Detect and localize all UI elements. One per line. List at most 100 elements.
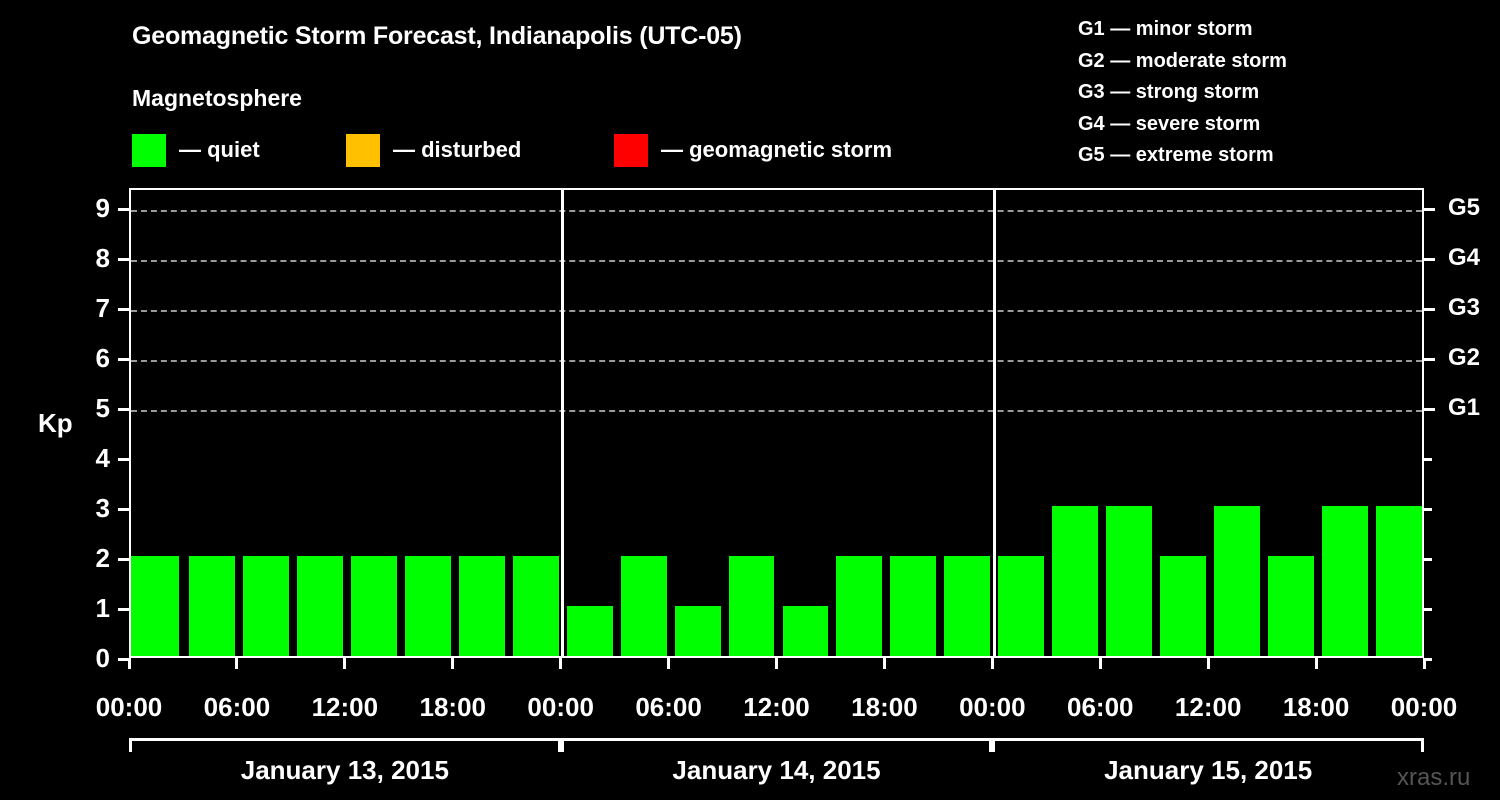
bar-kp[interactable] xyxy=(512,556,559,656)
magnetosphere-heading: Magnetosphere xyxy=(132,85,302,111)
x-tick-label-6: 12:00 xyxy=(743,692,810,722)
bar-kp[interactable] xyxy=(1268,556,1315,656)
x-tick-mark-6 xyxy=(775,658,778,669)
right-tick-mark-kp-1 xyxy=(1424,608,1432,611)
x-tick-label-9: 06:00 xyxy=(1067,692,1134,722)
bar-kp[interactable] xyxy=(350,556,397,656)
y-tick-label-1: 1 xyxy=(95,593,110,623)
bar-kp[interactable] xyxy=(242,556,289,656)
day-bracket-2 xyxy=(560,738,993,752)
legend-label-storm: — geomagnetic storm xyxy=(661,137,893,162)
gridline-kp-6 xyxy=(131,360,1422,362)
bar-kp[interactable] xyxy=(188,556,235,656)
y-tick-label-6: 6 xyxy=(95,343,110,373)
y-tick-mark-1 xyxy=(118,608,129,611)
bar-kp[interactable] xyxy=(296,556,343,656)
x-tick-label-4: 00:00 xyxy=(527,692,594,722)
page-title: Geomagnetic Storm Forecast, Indianapolis… xyxy=(132,22,742,50)
g-scale-row-g1: G1 — minor storm xyxy=(1078,18,1253,40)
x-tick-mark-0 xyxy=(127,658,131,669)
y-tick-label-2: 2 xyxy=(95,543,110,573)
legend-entry-storm: — geomagnetic storm xyxy=(614,131,892,169)
x-tick-mark-5 xyxy=(667,658,671,669)
day-bracket-3 xyxy=(992,738,1424,752)
right-tick-mark-kp-3 xyxy=(1424,508,1432,511)
x-tick-label-7: 18:00 xyxy=(851,692,918,722)
bar-kp[interactable] xyxy=(1106,506,1153,656)
bar-kp[interactable] xyxy=(1214,506,1261,656)
bar-kp[interactable] xyxy=(404,556,451,656)
bar-kp[interactable] xyxy=(890,556,937,656)
bar-kp[interactable] xyxy=(728,556,775,656)
legend-entry-quiet: — quiet xyxy=(132,131,260,169)
y-axis-labels: 0 1 2 3 4 5 6 7 8 9 xyxy=(62,188,110,671)
g-tick-mark-g5 xyxy=(1424,208,1435,211)
x-tick-label-8: 00:00 xyxy=(959,692,1026,722)
y-tick-label-0: 0 xyxy=(95,643,110,673)
g-scale-row-g4: G4 — severe storm xyxy=(1078,112,1261,135)
legend-label-disturbed: — disturbed xyxy=(393,137,522,162)
g-axis-labels: G1 G2 G3 G4 G5 xyxy=(1448,188,1500,658)
bar-kp[interactable] xyxy=(1052,506,1099,656)
day-bracket-1 xyxy=(129,738,561,752)
y-tick-mark-4 xyxy=(118,458,129,461)
x-tick-mark-11 xyxy=(1314,658,1318,669)
bar-kp[interactable] xyxy=(131,556,179,656)
x-tick-label-10: 12:00 xyxy=(1174,692,1242,722)
bar-kp[interactable] xyxy=(458,556,505,656)
bar-kp[interactable] xyxy=(1376,506,1422,656)
g-tick-label-g3: G3 xyxy=(1448,294,1481,321)
date-label-1: January 13, 2015 xyxy=(240,755,449,785)
x-tick-label-12: 00:00 xyxy=(1390,692,1458,722)
g-scale-row-g2: G2 — moderate storm xyxy=(1078,49,1287,72)
right-tick-mark-kp-2 xyxy=(1424,558,1432,561)
g-tick-mark-g3 xyxy=(1424,308,1435,311)
x-tick-mark-10 xyxy=(1206,658,1210,669)
x-tick-label-5: 06:00 xyxy=(635,692,702,722)
right-tick-mark-kp-4 xyxy=(1424,458,1432,461)
bar-kp[interactable] xyxy=(1160,556,1207,656)
x-tick-label-1: 06:00 xyxy=(203,692,271,722)
bar-kp[interactable] xyxy=(620,556,667,656)
g-scale-row-g3: G3 — strong storm xyxy=(1078,81,1260,103)
bar-kp[interactable] xyxy=(998,556,1045,656)
x-tick-mark-1 xyxy=(235,658,239,669)
day-separator-2 xyxy=(992,190,996,656)
gridline-kp-8 xyxy=(131,260,1422,262)
date-label-2: January 14, 2015 xyxy=(672,755,881,785)
y-tick-mark-5 xyxy=(118,408,129,411)
legend-entry-disturbed: — disturbed xyxy=(346,131,521,169)
bar-kp[interactable] xyxy=(566,606,613,656)
x-tick-label-2: 12:00 xyxy=(311,692,379,722)
y-tick-label-9: 9 xyxy=(95,193,110,223)
y-tick-label-5: 5 xyxy=(95,393,110,423)
y-tick-mark-2 xyxy=(118,558,129,561)
legend-label-quiet: — quiet xyxy=(179,137,260,162)
g-tick-label-g4: G4 xyxy=(1448,244,1481,271)
g-tick-label-g5: G5 xyxy=(1448,194,1481,221)
bar-kp[interactable] xyxy=(782,606,829,656)
x-tick-mark-9 xyxy=(1098,658,1102,669)
x-tick-mark-8 xyxy=(990,658,994,669)
y-tick-label-8: 8 xyxy=(95,243,110,273)
gridline-kp-7 xyxy=(131,310,1422,312)
y-axis-title: Kp xyxy=(38,408,73,438)
x-tick-label-0: 00:00 xyxy=(95,692,163,722)
bar-kp[interactable] xyxy=(1322,506,1369,656)
x-tick-label-11: 18:00 xyxy=(1282,692,1350,722)
bar-kp[interactable] xyxy=(944,556,991,656)
y-tick-mark-9 xyxy=(118,208,129,211)
y-tick-mark-3 xyxy=(118,508,129,511)
x-tick-mark-2 xyxy=(343,658,347,669)
bar-kp[interactable] xyxy=(836,556,883,656)
bar-kp[interactable] xyxy=(674,606,721,656)
g-tick-mark-g4 xyxy=(1424,258,1435,261)
g-scale-row-g5: G5 — extreme storm xyxy=(1078,144,1274,166)
quiet-swatch xyxy=(132,133,166,167)
g-tick-mark-g2 xyxy=(1424,358,1435,361)
disturbed-swatch xyxy=(346,133,380,167)
g-tick-mark-g1 xyxy=(1424,408,1435,411)
day-separator-1 xyxy=(561,190,565,656)
plot-inner xyxy=(131,190,1422,656)
y-tick-label-7: 7 xyxy=(95,293,110,323)
